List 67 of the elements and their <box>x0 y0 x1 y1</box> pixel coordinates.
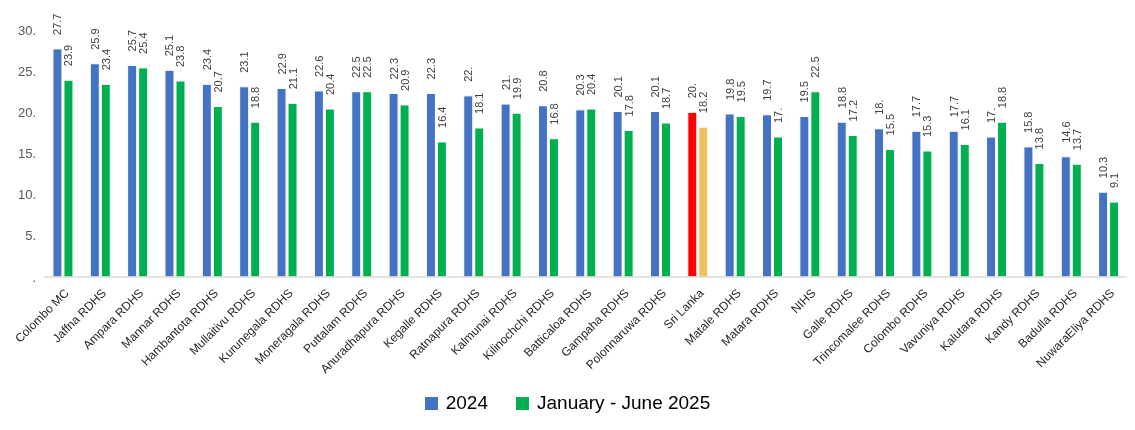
data-label: 13.7 <box>1070 128 1083 151</box>
data-label: 22.9 <box>275 53 288 75</box>
data-label: 18.8 <box>249 86 262 109</box>
y-tick-label: 10. <box>17 187 36 203</box>
y-tick-label: 25. <box>17 63 36 79</box>
data-label: 25.7 <box>126 29 139 52</box>
data-label: 20.7 <box>211 71 224 93</box>
data-label: 16.1 <box>958 109 971 131</box>
data-label: 23.8 <box>174 45 187 68</box>
data-label: 25.1 <box>163 34 176 57</box>
data-label: 18.7 <box>659 87 672 110</box>
data-label: 18. <box>873 99 886 115</box>
data-label: 20.4 <box>323 73 336 96</box>
data-label: 15.5 <box>884 113 897 136</box>
data-label: 23.1 <box>238 51 251 73</box>
data-label: 18.2 <box>697 91 710 114</box>
data-label: 18.8 <box>996 86 1009 109</box>
data-label: 20.4 <box>585 73 598 96</box>
data-label: 17. <box>985 107 998 124</box>
data-label: 27.7 <box>51 13 64 35</box>
data-label: 22.5 <box>809 56 822 78</box>
data-label: 19.9 <box>510 77 523 100</box>
data-label: 14.6 <box>1059 121 1072 143</box>
data-label: 22.5 <box>350 56 363 78</box>
data-label: 17.7 <box>910 95 923 118</box>
data-label: 22.3 <box>387 57 400 80</box>
y-tick-label: 30. <box>17 22 36 38</box>
data-label: 20.8 <box>536 70 549 92</box>
y-tick-label: . <box>32 269 36 285</box>
y-tick-label: 5. <box>25 228 36 244</box>
data-label: 18.1 <box>473 92 486 114</box>
legend-label: 2024 <box>445 392 489 414</box>
data-label: 16.4 <box>435 106 448 128</box>
data-label: 22. <box>462 66 475 82</box>
data-label: 16.8 <box>547 103 560 125</box>
data-label: 13.8 <box>1033 127 1046 150</box>
data-label: 22.5 <box>361 56 374 78</box>
data-label: 22.6 <box>312 55 325 77</box>
data-label: 22.3 <box>424 57 437 80</box>
data-label: 19.8 <box>723 78 736 100</box>
data-label: 19.5 <box>734 81 747 103</box>
legend-label: January - June 2025 <box>537 392 711 414</box>
data-label: 17.7 <box>947 95 960 118</box>
data-label: 20.3 <box>574 74 587 96</box>
data-label: 17.2 <box>846 99 859 122</box>
data-label: 10.3 <box>1097 156 1110 179</box>
data-label: 18.8 <box>835 86 848 109</box>
data-label: 17. <box>772 107 785 124</box>
data-label: 23.4 <box>99 48 112 71</box>
y-tick-label: 20. <box>17 104 36 120</box>
data-label: 21.1 <box>286 67 299 90</box>
data-label: 9.1 <box>1108 172 1121 189</box>
data-label: 23.9 <box>62 44 75 67</box>
data-label: 15.3 <box>921 115 934 138</box>
data-label: 19.7 <box>761 79 774 101</box>
data-label: 20. <box>686 83 699 99</box>
data-label: 15.8 <box>1022 111 1035 133</box>
data-label: 20.1 <box>611 76 624 98</box>
data-label: 21. <box>499 74 512 91</box>
y-tick-label: 15. <box>17 146 36 162</box>
data-label: 23.4 <box>200 48 213 71</box>
data-label: 20.9 <box>398 69 411 91</box>
data-label: 25.4 <box>137 32 150 54</box>
data-label: 25.9 <box>88 28 101 50</box>
data-label: 19.5 <box>798 81 811 103</box>
data-label: 20.1 <box>648 76 661 98</box>
data-label: 17.8 <box>622 95 635 117</box>
